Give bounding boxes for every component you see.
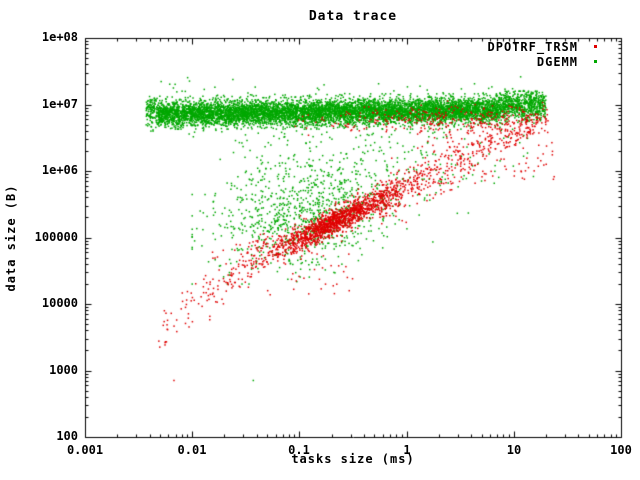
x-tick-label: 0.001 [66,443,104,457]
legend-dot-icon [594,60,597,63]
y-tick-label: 1e+07 [41,97,78,111]
y-tick-label: 1e+06 [41,163,78,177]
x-tick-label: 10 [506,443,522,457]
legend-item: DGEMM [488,54,600,69]
legend-label: DPOTRF_TRSM [487,39,578,54]
y-tick-label: 10000 [41,296,78,310]
x-tick-label: 100 [610,443,632,457]
legend-item: DPOTRF_TRSM [488,39,600,54]
chart-title: Data trace [308,9,398,24]
legend-label: DGEMM [536,54,578,69]
x-tick-label: 1 [403,443,411,457]
legend-dot-icon [594,45,597,48]
x-axis-label: tasks size (ms) [291,452,415,466]
legend: DPOTRF_TRSM DGEMM [488,39,600,69]
y-tick-label: 1e+08 [41,30,78,44]
y-tick-label: 1000 [49,363,78,377]
x-tick-label: 0.1 [288,443,310,457]
y-tick-label: 100 [56,429,78,443]
y-tick-label: 100000 [34,230,78,244]
x-tick-label: 0.01 [177,443,207,457]
